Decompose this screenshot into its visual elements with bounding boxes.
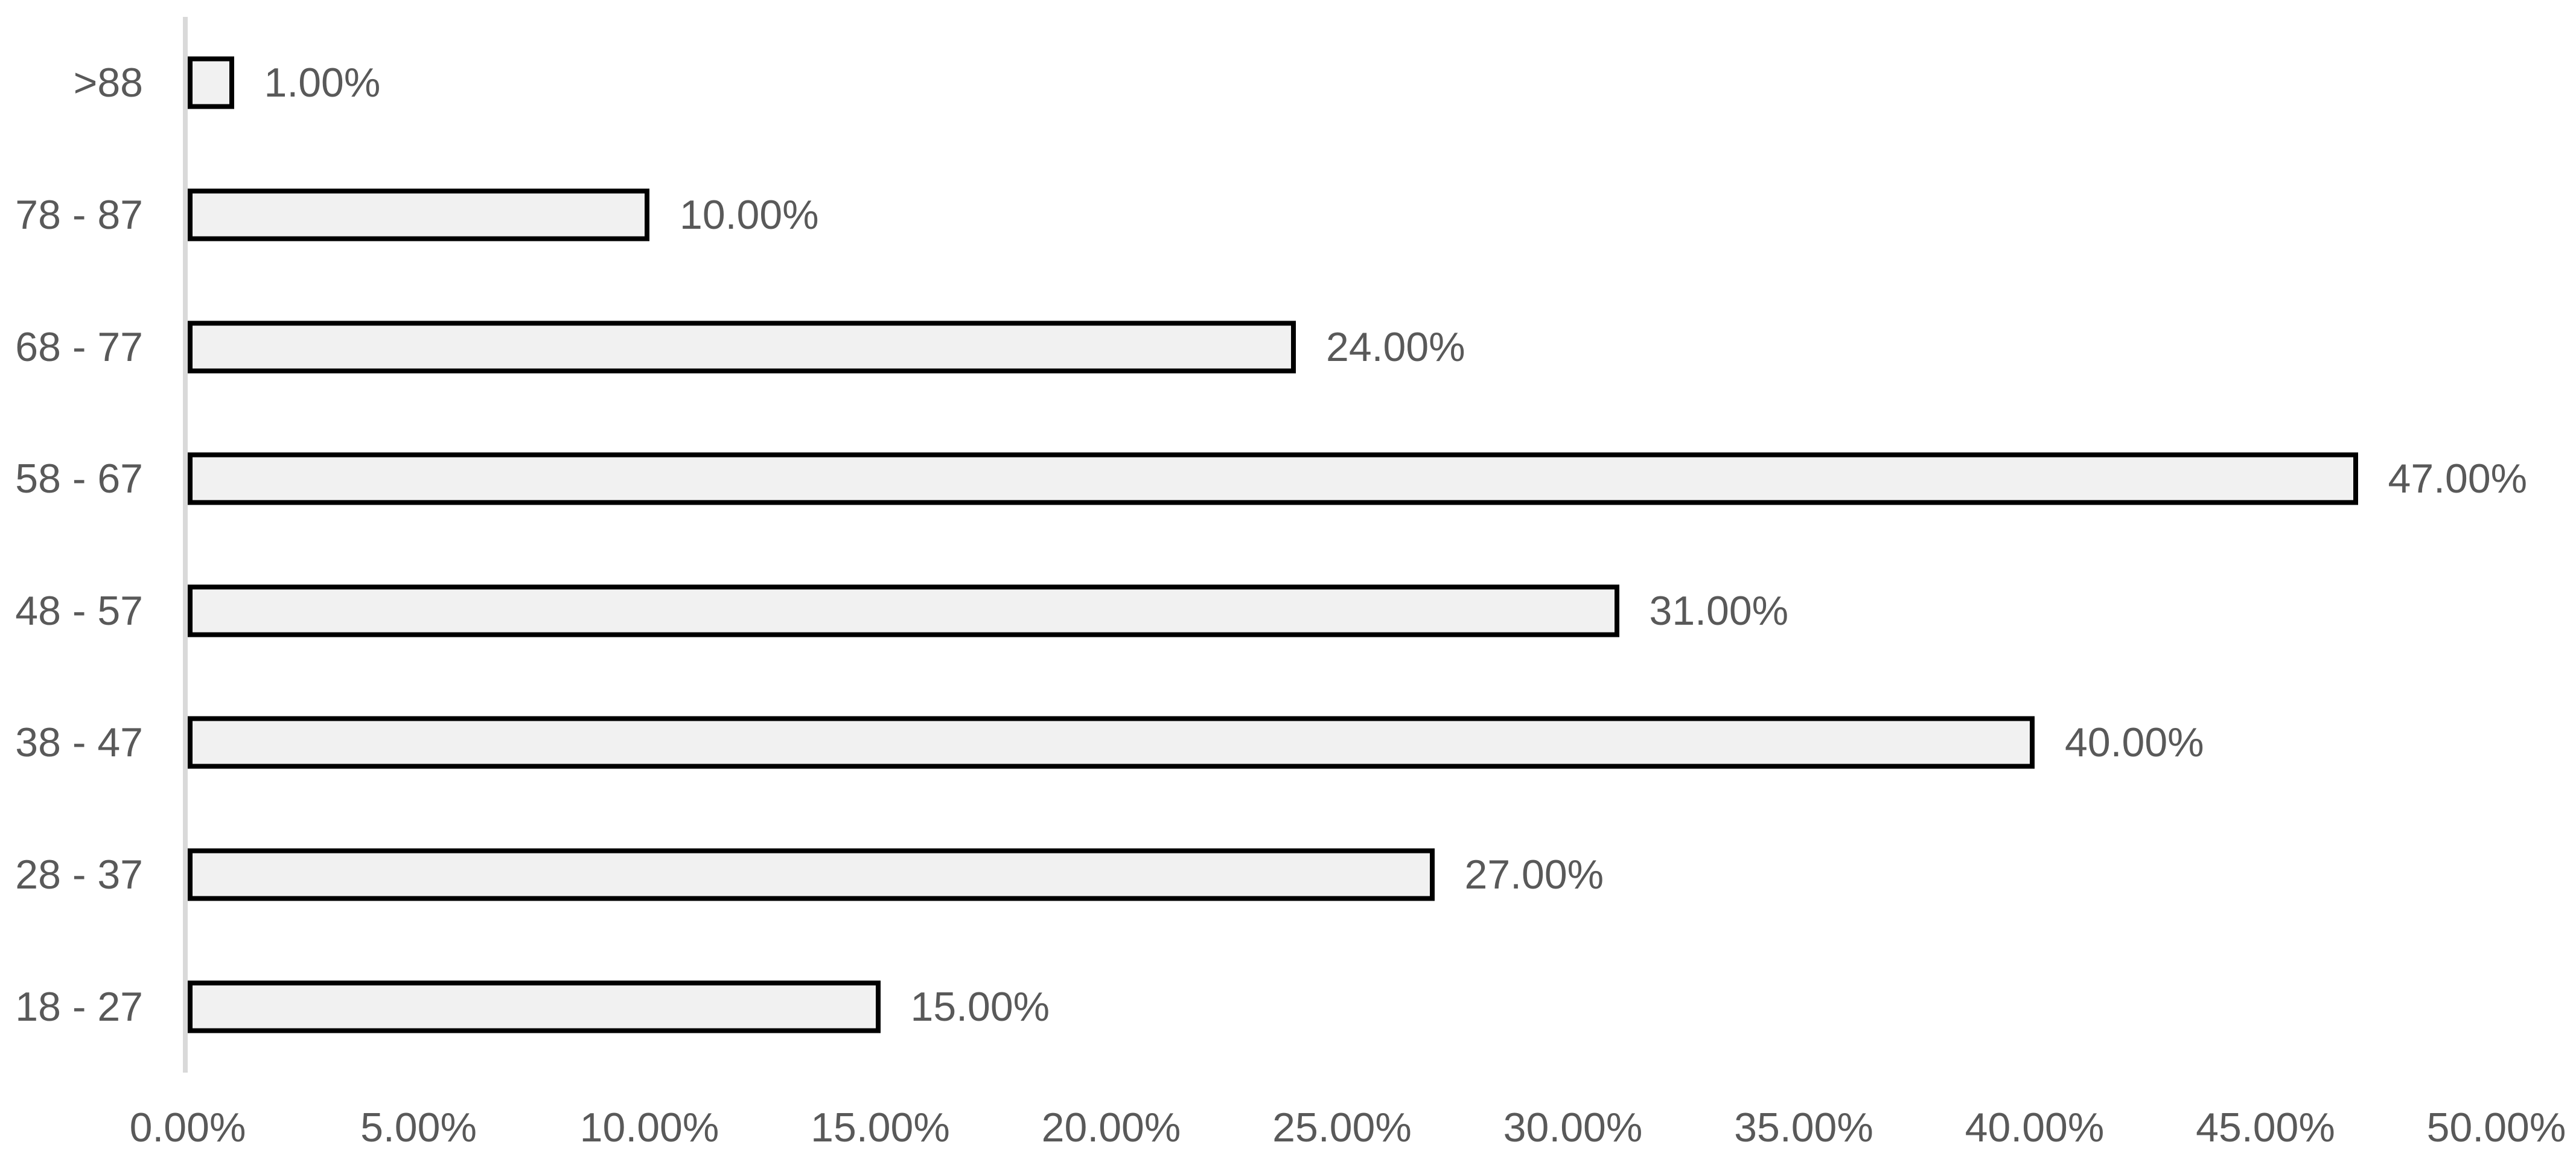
bar xyxy=(188,56,234,109)
bar xyxy=(188,848,1435,901)
category-label: 58 - 67 xyxy=(15,456,143,502)
value-label: 10.00% xyxy=(680,191,819,238)
x-tick-label: 50.00% xyxy=(2426,1105,2566,1150)
value-label: 47.00% xyxy=(2388,456,2528,502)
bar xyxy=(188,452,2358,505)
y-axis-line xyxy=(183,17,188,1073)
x-tick-label: 0.00% xyxy=(129,1105,246,1150)
value-label: 1.00% xyxy=(264,60,381,106)
category-label: 48 - 57 xyxy=(15,587,143,634)
bar xyxy=(188,321,1296,374)
value-label: 27.00% xyxy=(1464,852,1604,898)
category-label: 78 - 87 xyxy=(15,191,143,238)
category-label: 68 - 77 xyxy=(15,324,143,370)
x-tick-label: 25.00% xyxy=(1272,1105,1412,1150)
category-label: 28 - 37 xyxy=(15,852,143,898)
x-tick-label: 35.00% xyxy=(1734,1105,1873,1150)
x-tick-label: 20.00% xyxy=(1041,1105,1181,1150)
value-label: 40.00% xyxy=(2065,720,2204,766)
bar xyxy=(188,584,1619,637)
category-label: >88 xyxy=(73,60,143,106)
category-label: 18 - 27 xyxy=(15,983,143,1030)
category-label: 38 - 47 xyxy=(15,720,143,766)
x-tick-label: 45.00% xyxy=(2196,1105,2335,1150)
value-label: 24.00% xyxy=(1326,324,1465,370)
x-tick-label: 10.00% xyxy=(579,1105,719,1150)
x-tick-label: 30.00% xyxy=(1503,1105,1643,1150)
x-tick-label: 15.00% xyxy=(811,1105,950,1150)
value-label: 15.00% xyxy=(910,983,1050,1030)
bar xyxy=(188,716,2035,769)
bar xyxy=(188,188,649,241)
x-tick-label: 40.00% xyxy=(1965,1105,2105,1150)
x-tick-label: 5.00% xyxy=(360,1105,477,1150)
bar xyxy=(188,980,881,1033)
value-label: 31.00% xyxy=(1649,587,1789,634)
